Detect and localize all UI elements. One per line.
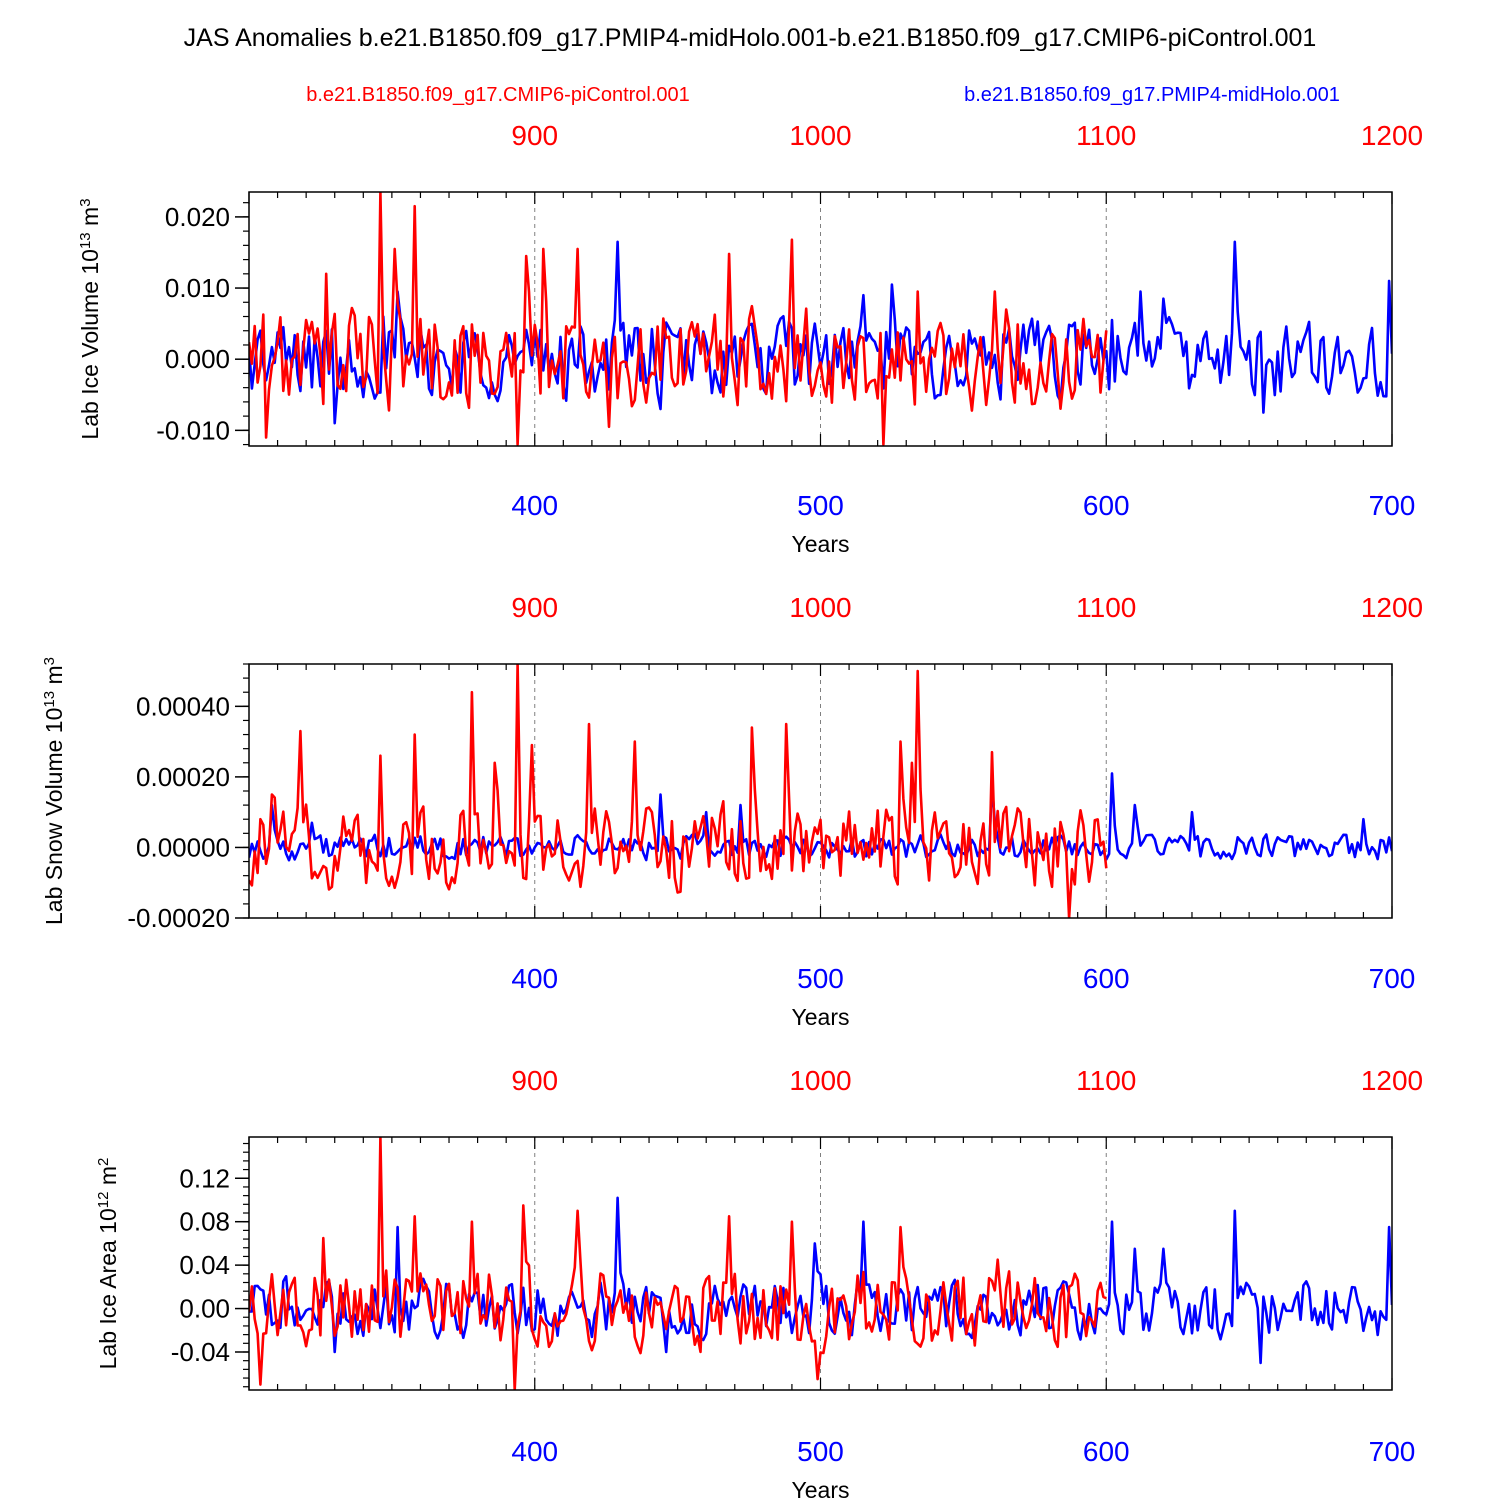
chart-panel-3: -0.04 0.00 0.04 0.08 0.12 400 500 600 700 900 1000… [95,1065,1424,1500]
x-axis-label: Years [792,531,850,557]
y-tick-label: 0.00 [179,1294,230,1324]
x-axis-label: Years [792,1477,850,1500]
x-tick-label-bottom: 400 [511,1436,558,1467]
panels: -0.010 0.000 0.010 0.020 400 500 600 700 900 1000… [41,120,1424,1500]
y-tick-label: 0.00040 [136,691,230,721]
y-tick-label: 0.08 [179,1207,230,1237]
x-tick-label-bottom: 700 [1369,963,1416,994]
legend-midholo-label: b.e21.B1850.f09_g17.PMIP4-midHolo.001 [964,84,1340,106]
y-tick-label: 0.12 [179,1163,230,1193]
x-tick-label-bottom: 500 [797,490,844,521]
x-tick-label-bottom: 700 [1369,1436,1416,1467]
plot-frame [248,663,1393,919]
y-tick-label: -0.04 [171,1337,230,1367]
x-tick-label-top: 1000 [789,1065,851,1096]
x-tick-label-top: 1200 [1361,1065,1423,1096]
y-tick-label: 0.010 [165,273,230,303]
x-tick-label-top: 1000 [789,592,851,623]
series-midholo-line-3 [249,1196,1392,1365]
y-axis-label: Lab Snow Volume 1013 m3 [41,657,68,925]
x-tick-label-top: 1000 [789,120,851,151]
x-tick-label-bottom: 600 [1083,490,1130,521]
x-tick-label-bottom: 500 [797,1436,844,1467]
series-control-line-2 [249,664,1108,918]
y-tick-label: 0.00020 [136,762,230,792]
y-tick-label: 0.00000 [136,832,230,862]
x-tick-label-bottom: 400 [511,963,558,994]
y-tick-label: 0.000 [165,344,230,374]
x-tick-label-top: 1200 [1361,592,1423,623]
figure-title: JAS Anomalies b.e21.B1850.f09_g17.PMIP4-… [184,24,1317,52]
x-tick-label-top: 1100 [1076,592,1136,623]
x-tick-label-top: 900 [511,120,558,151]
chart-panel-2: -0.00020 0.00000 0.00020 0.00040 400 500 600 70… [41,592,1424,1030]
legend-control-label: b.e21.B1850.f09_g17.CMIP6-piControl.001 [306,84,690,106]
y-tick-label: -0.010 [156,415,230,445]
x-tick-label-bottom: 700 [1369,490,1416,521]
x-tick-label-bottom: 600 [1083,1436,1130,1467]
x-axis-label: Years [792,1004,850,1030]
series-control-line-3 [249,1137,1107,1390]
y-axis-label: Lab Ice Volume 1013 m3 [77,198,104,439]
x-tick-label-top: 1100 [1076,1065,1136,1096]
chart-panel-1: -0.010 0.000 0.010 0.020 400 500 600 700 900 1000… [77,120,1424,557]
series-midholo-line-2 [249,772,1392,862]
series-control-line-1 [249,192,1108,446]
y-tick-label: -0.00020 [127,903,230,933]
y-axis-label: Lab Ice Area 1012 m2 [95,1158,122,1370]
x-tick-label-bottom: 400 [511,490,558,521]
x-tick-label-top: 900 [511,1065,558,1096]
x-tick-label-top: 900 [511,592,558,623]
x-tick-label-top: 1100 [1076,120,1136,151]
x-tick-label-bottom: 600 [1083,963,1130,994]
y-tick-label: 0.04 [179,1250,230,1280]
x-tick-label-bottom: 500 [797,963,844,994]
x-tick-label-top: 1200 [1361,120,1423,151]
y-tick-label: 0.020 [165,202,230,232]
